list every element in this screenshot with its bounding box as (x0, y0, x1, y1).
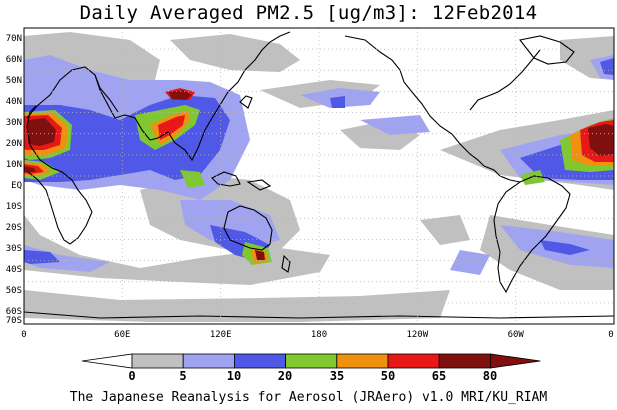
colorbar-bin (131, 353, 184, 369)
lat-label: EQ (11, 181, 22, 191)
lat-label: 70S (6, 316, 22, 326)
colorbar-bin (336, 353, 389, 369)
colorbar-label: 80 (483, 369, 497, 383)
lon-label: 60E (114, 330, 130, 340)
greenland-coast (519, 35, 575, 65)
lat-label: 20S (6, 223, 22, 233)
lon-label: 120W (406, 330, 428, 340)
colorbar-segments (81, 353, 541, 369)
new-zealand-coast (281, 254, 291, 273)
lon-label: 0 (21, 330, 26, 340)
colorbar-bin (285, 353, 338, 369)
lat-label: 70N (6, 34, 22, 44)
lat-label: 50S (6, 286, 22, 296)
map-frame (23, 27, 615, 325)
pm25-over-80-field (24, 90, 614, 260)
lat-label: 10S (6, 202, 22, 212)
map-gridlines (24, 28, 614, 324)
concentration-fields (24, 31, 614, 322)
credit-line: The Japanese Reanalysis for Aerosol (JRA… (69, 390, 548, 405)
lat-label: 10N (6, 160, 22, 170)
map-panel (23, 27, 615, 325)
north-america-west-coast (344, 35, 485, 167)
africa-coast (26, 105, 93, 245)
indonesia-coast (211, 171, 241, 187)
north-america-east-coast (469, 49, 541, 111)
australia-coast (223, 205, 273, 251)
red-sea-coast (94, 74, 119, 113)
colorbar-labels: 0 5 10 20 35 50 65 80 (128, 369, 497, 383)
lat-label: 60S (6, 307, 22, 317)
lon-label: 120E (210, 330, 232, 340)
lon-label: 0 (608, 330, 613, 340)
colorbar-bin (182, 353, 235, 369)
map-title: Daily Averaged PM2.5 [ug/m3]: 12Feb2014 (79, 2, 538, 24)
colorbar-label: 20 (278, 369, 292, 383)
colorbar-label: 50 (381, 369, 395, 383)
latitude-axis: 70N 60N 50N 40N 30N 20N 10N EQ 10S 20S 3… (6, 34, 22, 326)
lat-label: 60N (6, 55, 22, 65)
lat-label: 30N (6, 118, 22, 128)
lat-label: 50N (6, 76, 22, 86)
colorbar: 0 5 10 20 35 50 65 80 (81, 353, 541, 383)
colorbar-label: 35 (330, 369, 344, 383)
new-guinea-coast (246, 179, 272, 191)
lat-label: 30S (6, 244, 22, 254)
lat-label: 40S (6, 265, 22, 275)
longitude-axis: 0 60E 120E 180 120W 60W 0 (21, 330, 613, 340)
colorbar-label: 0 (128, 369, 135, 383)
colorbar-low-triangle (81, 353, 133, 369)
lon-label: 180 (311, 330, 327, 340)
lat-label: 20N (6, 139, 22, 149)
antarctica-coast (24, 311, 614, 319)
colorbar-label: 10 (227, 369, 241, 383)
lon-label: 60W (508, 330, 525, 340)
lat-label: 40N (6, 97, 22, 107)
colorbar-label: 5 (179, 369, 186, 383)
colorbar-bin (233, 353, 286, 369)
colorbar-label: 65 (432, 369, 446, 383)
colorbar-bin (387, 353, 440, 369)
colorbar-high-triangle (489, 353, 541, 369)
colorbar-bin (438, 353, 491, 369)
japan-coast (239, 95, 253, 109)
